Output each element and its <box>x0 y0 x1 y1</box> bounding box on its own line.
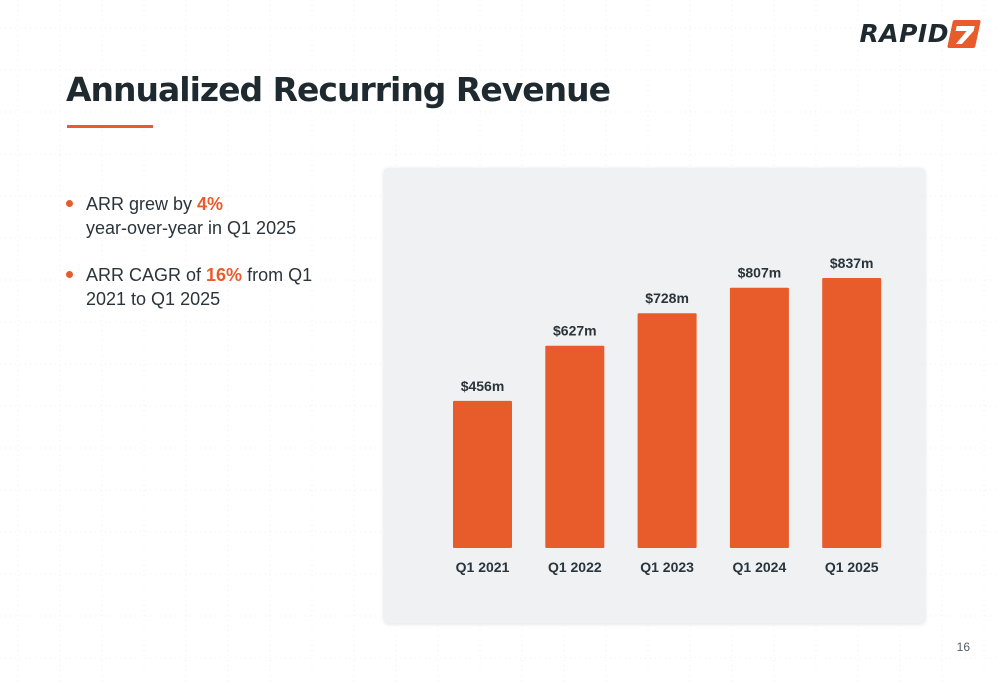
arr-bar-chart: $456m Q1 2021 $627m Q1 2022 $728m Q1 2023 $807… <box>453 255 882 575</box>
bar-q1-2021 <box>453 400 512 548</box>
bar-value-label: $807m <box>738 265 782 281</box>
bullet-dot-icon <box>66 271 73 278</box>
key-points-list: ARR grew by 4% year-over-year in Q1 2025… <box>66 192 356 334</box>
x-tick-label: Q1 2022 <box>548 559 602 575</box>
bar-q1-2022 <box>545 345 605 548</box>
bar-q1-2024 <box>729 287 789 548</box>
page-number: 16 <box>956 640 970 654</box>
rapid7-logo: RAPID <box>859 18 981 50</box>
bullet-highlight: 4% <box>197 194 224 214</box>
bullet-text: ARR CAGR of <box>86 265 207 285</box>
bar-value-label: $627m <box>553 323 597 339</box>
bullet-highlight: 16% <box>206 265 243 285</box>
bullet-text: ARR grew by <box>86 194 198 214</box>
x-tick-label: Q1 2021 <box>456 559 510 575</box>
arr-chart-panel: $456m Q1 2021 $627m Q1 2022 $728m Q1 2023 $807… <box>384 168 925 623</box>
bar-value-label: $837m <box>830 255 874 271</box>
title-underline <box>67 125 153 128</box>
bullet-yoy-growth: ARR grew by 4% year-over-year in Q1 2025 <box>66 192 356 240</box>
logo-wordmark: RAPID <box>859 19 949 48</box>
bar-value-label: $728m <box>645 290 689 306</box>
bar-value-label: $456m <box>461 378 505 394</box>
x-tick-label: Q1 2025 <box>825 559 879 575</box>
bullet-text: year-over-year in Q1 2025 <box>86 218 297 238</box>
page-title: Annualized Recurring Revenue <box>66 70 611 109</box>
bar-q1-2023 <box>637 313 697 548</box>
logo-seven-mark-icon <box>947 20 981 48</box>
bar-q1-2025 <box>822 278 882 548</box>
bullet-dot-icon <box>66 200 73 207</box>
x-tick-label: Q1 2024 <box>733 559 787 575</box>
bullet-text: from Q1 2021 to Q1 2025 <box>86 265 313 309</box>
bullet-cagr: ARR CAGR of 16% from Q1 2021 to Q1 2025 <box>66 263 356 311</box>
x-tick-label: Q1 2023 <box>640 559 694 575</box>
